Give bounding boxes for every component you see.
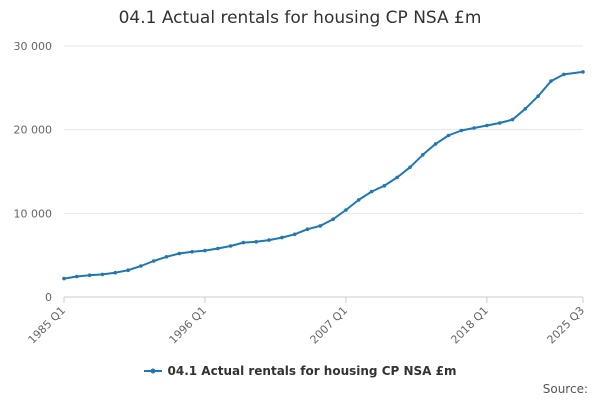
y-tick-label: 30 000 [14, 40, 53, 53]
data-point[interactable] [382, 183, 387, 188]
source-label: Source: [542, 382, 588, 396]
legend-item[interactable]: 04.1 Actual rentals for housing CP NSA £… [143, 364, 457, 378]
data-point[interactable] [497, 121, 502, 125]
data-point[interactable] [485, 123, 489, 128]
data-point[interactable] [177, 251, 182, 256]
data-point[interactable] [523, 107, 528, 111]
x-tick-label: 2007 Q1 [308, 304, 351, 347]
y-tick-label: 0 [45, 291, 52, 304]
data-point[interactable] [356, 198, 361, 202]
data-point[interactable] [75, 274, 79, 279]
legend-line-symbol [143, 368, 162, 374]
data-point[interactable] [228, 244, 233, 248]
data-point[interactable] [241, 240, 246, 245]
data-point[interactable] [344, 208, 348, 212]
data-point[interactable] [190, 250, 194, 254]
data-point[interactable] [62, 276, 66, 281]
data-point[interactable] [139, 264, 143, 268]
data-point[interactable] [113, 270, 118, 275]
chart-title: 04.1 Actual rentals for housing CP NSA £… [118, 8, 482, 28]
data-point[interactable] [267, 238, 271, 242]
data-point[interactable] [126, 268, 130, 273]
legend[interactable]: 04.1 Actual rentals for housing CP NSA £… [0, 364, 600, 379]
data-point[interactable] [151, 259, 156, 263]
data-point[interactable] [331, 217, 335, 221]
data-point[interactable] [203, 248, 207, 253]
data-point[interactable] [549, 79, 553, 83]
data-point[interactable] [254, 240, 258, 244]
data-point[interactable] [100, 272, 105, 277]
series-line [63, 70, 584, 280]
y-tick-label: 20 000 [14, 124, 53, 137]
x-tick-label: 2018 Q1 [448, 304, 491, 347]
data-point[interactable] [318, 224, 323, 228]
data-point[interactable] [433, 142, 438, 146]
x-tick-label: 1996 Q1 [167, 304, 210, 347]
y-tick-label: 10 000 [14, 207, 53, 220]
data-point[interactable] [446, 133, 451, 138]
legend-label: 04.1 Actual rentals for housing CP NSA £… [167, 364, 457, 378]
data-point[interactable] [395, 175, 400, 180]
data-point[interactable] [408, 165, 412, 170]
data-point[interactable] [472, 126, 476, 130]
x-tick-label: 1985 Q1 [26, 304, 69, 347]
data-point[interactable] [536, 94, 540, 98]
data-point[interactable] [216, 246, 220, 251]
data-point[interactable] [164, 254, 169, 259]
data-point[interactable] [562, 72, 566, 77]
data-point[interactable] [369, 189, 374, 194]
data-point[interactable] [305, 227, 310, 231]
data-point[interactable] [421, 153, 425, 157]
data-point[interactable] [87, 273, 92, 278]
data-point[interactable] [459, 128, 464, 133]
data-point[interactable] [510, 117, 515, 122]
data-point[interactable] [581, 70, 585, 74]
data-point[interactable] [280, 235, 284, 240]
data-point[interactable] [292, 232, 297, 237]
x-tick-label: 2025 Q3 [545, 304, 588, 347]
